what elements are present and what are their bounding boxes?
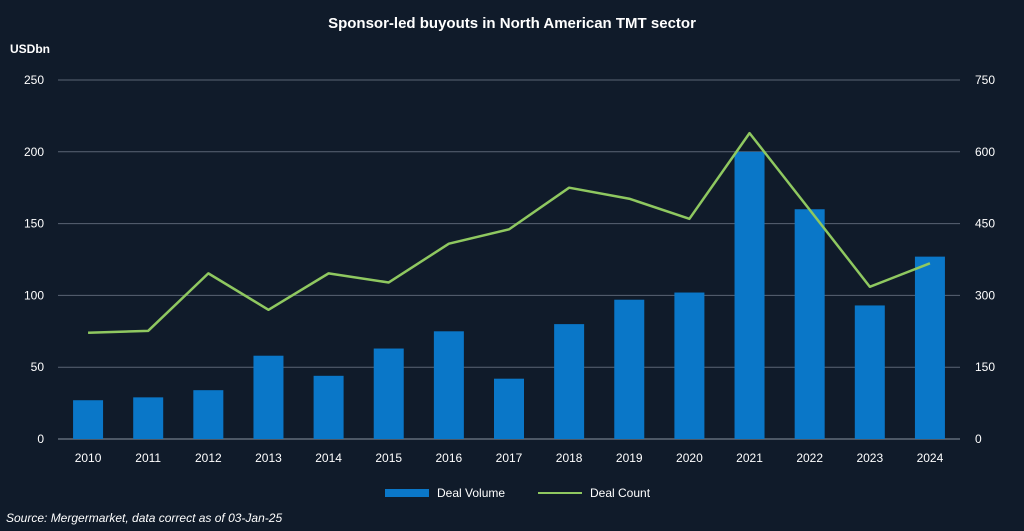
bar-2011 (133, 397, 164, 439)
x-tick-2012: 2012 (195, 451, 222, 465)
bar-2013 (253, 355, 284, 439)
bar-2018 (554, 324, 585, 439)
x-tick-2018: 2018 (556, 451, 583, 465)
bar-2017 (494, 378, 524, 439)
right-tick-300: 300 (975, 288, 995, 302)
x-tick-2021: 2021 (736, 451, 763, 465)
bar-2022 (794, 209, 825, 439)
x-tick-2022: 2022 (796, 451, 823, 465)
x-tick-2016: 2016 (436, 451, 463, 465)
left-tick-150: 150 (24, 217, 44, 231)
right-tick-600: 600 (975, 145, 995, 159)
chart-title: Sponsor-led buyouts in North American TM… (328, 15, 696, 32)
right-tick-750: 750 (975, 73, 995, 87)
x-tick-2020: 2020 (676, 451, 703, 465)
x-tick-2010: 2010 (75, 451, 102, 465)
right-axis-ticks: 0 150 300 450 600 750 (975, 73, 995, 446)
x-tick-2024: 2024 (917, 451, 944, 465)
deal-count-line (87, 131, 931, 334)
source-note: Source: Mergermarket, data correct as of… (6, 511, 282, 525)
bar-2015 (373, 348, 404, 439)
deal-volume-bars (73, 151, 945, 440)
bar-2010 (73, 400, 104, 439)
left-tick-50: 50 (31, 360, 45, 374)
x-tick-2014: 2014 (315, 451, 342, 465)
right-tick-150: 150 (975, 360, 995, 374)
bar-2023 (854, 305, 885, 439)
left-tick-200: 200 (24, 145, 44, 159)
left-axis-ticks: 0 50 100 150 200 250 (24, 73, 44, 446)
x-tick-2019: 2019 (616, 451, 643, 465)
bar-2012 (193, 390, 224, 439)
legend-label-deal-count: Deal Count (590, 486, 651, 500)
x-tick-2015: 2015 (375, 451, 402, 465)
bar-2020 (674, 292, 705, 439)
right-tick-450: 450 (975, 217, 995, 231)
x-tick-2011: 2011 (135, 451, 161, 465)
left-tick-0: 0 (37, 432, 44, 446)
x-tick-2017: 2017 (496, 451, 523, 465)
x-tick-2013: 2013 (255, 451, 282, 465)
bar-2014 (313, 375, 344, 439)
legend-label-deal-volume: Deal Volume (437, 486, 505, 500)
bar-2019 (614, 299, 645, 439)
x-tick-2023: 2023 (856, 451, 883, 465)
left-tick-250: 250 (24, 73, 44, 87)
left-tick-100: 100 (24, 288, 44, 302)
y-axis-unit-label: USDbn (10, 42, 50, 56)
bar-2024 (914, 256, 945, 439)
legend: Deal Volume Deal Count (385, 486, 651, 500)
legend-swatch-deal-volume (385, 489, 429, 497)
bar-2021 (734, 151, 765, 440)
x-axis-ticks: 2010 2011 2012 2013 2014 2015 2016 2017 2018 2019… (75, 451, 944, 465)
bar-2016 (433, 331, 464, 439)
right-tick-0: 0 (975, 432, 982, 446)
